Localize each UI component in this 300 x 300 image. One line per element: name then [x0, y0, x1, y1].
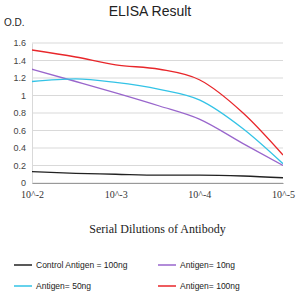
- grid-line: [32, 183, 283, 184]
- series-line: [32, 50, 283, 155]
- tick-label: 10^-4: [188, 189, 211, 200]
- tick-label: 1.4: [13, 56, 26, 66]
- plot-area: [32, 50, 283, 178]
- tick: 10^-3: [105, 183, 128, 200]
- legend-swatch: [14, 264, 32, 266]
- grid-line: [32, 95, 283, 96]
- title: ELISA Result: [109, 3, 192, 19]
- tick-label: 10^-2: [21, 189, 44, 200]
- tick-label: 1: [21, 91, 26, 101]
- legend-item: Control Antigen = 100ng: [14, 260, 128, 270]
- legend-item: Antigen= 10ng: [158, 260, 235, 270]
- x-axis: 10^-2 10^-3 10^-4 10^-5: [21, 183, 295, 200]
- axis-line: [32, 44, 33, 184]
- legend-label: Antigen= 100ng: [180, 281, 240, 291]
- series-line: [32, 69, 283, 165]
- legend-swatch: [158, 264, 176, 266]
- tick: 10^-2: [21, 183, 44, 200]
- tick-label: 10^-3: [105, 189, 128, 200]
- tick-label: 0: [21, 178, 26, 188]
- tick-label: 0.6: [13, 126, 26, 136]
- tick: 0.2: [13, 161, 32, 171]
- tick-label: 0.2: [13, 161, 26, 171]
- y-axis: 0 0.2 0.4 0.6 0.8 1 1.2 1.4 1.6: [13, 38, 32, 188]
- series-line: [32, 79, 283, 164]
- tick: 0.6: [13, 126, 32, 136]
- tick: 0.4: [13, 143, 32, 153]
- grid-line: [32, 43, 283, 44]
- tick: 0: [21, 178, 32, 188]
- grid-line: [32, 113, 283, 114]
- tick: 10^-4: [188, 183, 211, 200]
- legend-label: Antigen= 10ng: [180, 260, 235, 270]
- tick: 1.4: [13, 56, 32, 66]
- legend: Control Antigen = 100ng Antigen= 10ng Anti…: [14, 260, 240, 291]
- legend-item: Antigen= 100ng: [158, 281, 240, 291]
- grid-line: [32, 165, 283, 166]
- chart: ELISA Result O.D. 0 0.2 0.4 0.6 0.8 1 1.2 1.4 1.6 1…: [0, 0, 300, 300]
- tick: 10^-5: [272, 183, 295, 200]
- tick-label: 1.6: [13, 38, 26, 48]
- legend-label: Antigen= 50ng: [36, 281, 91, 291]
- series-line: [32, 172, 283, 178]
- x-axis-title: Serial Dilutions of Antibody: [89, 222, 225, 236]
- tick-label: 10^-5: [272, 189, 295, 200]
- legend-item: Antigen= 50ng: [14, 281, 91, 291]
- tick-label: 0.8: [13, 108, 26, 118]
- y-axis-title: O.D.: [4, 17, 25, 28]
- tick: 1.6: [13, 38, 32, 48]
- grid-line: [32, 60, 283, 61]
- legend-swatch: [14, 285, 32, 287]
- grid: [32, 43, 283, 183]
- grid-line: [32, 148, 283, 149]
- tick: 1: [21, 91, 32, 101]
- tick-label: 1.2: [13, 73, 26, 83]
- tick: 1.2: [13, 73, 32, 83]
- axis-line: [33, 183, 284, 184]
- legend-swatch: [158, 285, 176, 287]
- tick-label: 0.4: [13, 143, 26, 153]
- legend-label: Control Antigen = 100ng: [36, 260, 128, 270]
- tick: 0.8: [13, 108, 32, 118]
